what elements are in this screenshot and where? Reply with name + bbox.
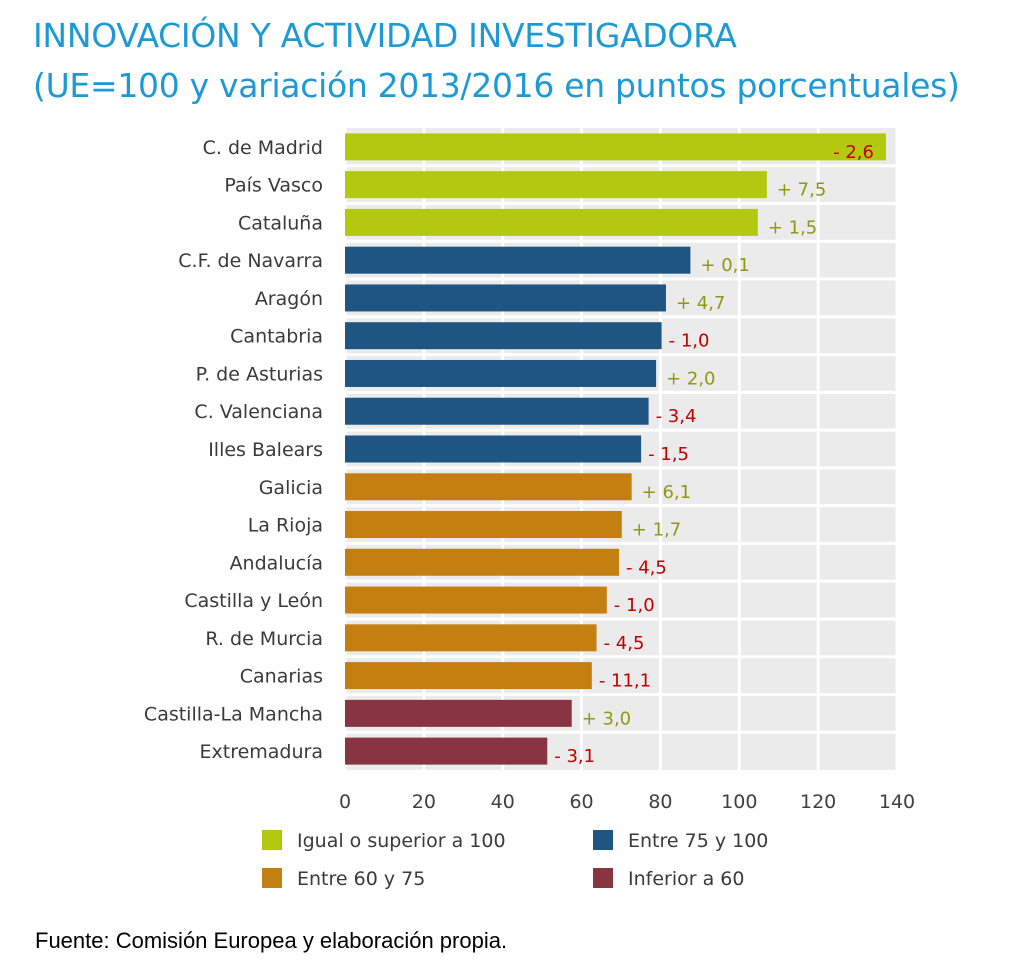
- category-label: Castilla y León: [184, 590, 323, 612]
- bar: [345, 284, 666, 312]
- x-tick-label: 100: [721, 791, 757, 813]
- bar: [345, 586, 607, 614]
- bar: [345, 737, 548, 765]
- bar: [345, 699, 572, 727]
- legend-swatch: [262, 868, 282, 888]
- x-tick-label: 140: [879, 791, 915, 813]
- variation-label: - 3,4: [656, 406, 697, 427]
- category-label: La Rioja: [248, 515, 323, 537]
- variation-label: - 11,1: [599, 671, 651, 692]
- bar: [345, 548, 620, 576]
- legend-swatch: [593, 868, 613, 888]
- bar: [345, 624, 597, 652]
- variation-label: + 0,1: [700, 255, 749, 276]
- x-tick-label: 80: [648, 791, 672, 813]
- category-label: R. de Murcia: [205, 628, 323, 650]
- category-label: C.F. de Navarra: [178, 250, 323, 272]
- variation-label: + 1,5: [768, 217, 817, 238]
- x-tick-label: 120: [800, 791, 836, 813]
- bar: [345, 171, 767, 199]
- variation-label: - 1,0: [614, 595, 655, 616]
- category-label: País Vasco: [224, 175, 323, 197]
- variation-label: - 1,0: [669, 331, 710, 352]
- category-label: Illes Balears: [208, 439, 323, 461]
- category-label: Aragón: [255, 288, 323, 310]
- variation-label: - 2,6: [833, 142, 874, 163]
- chart-title-line2: (UE=100 y variación 2013/2016 en puntos …: [33, 66, 960, 105]
- legend-swatch: [593, 830, 613, 850]
- variation-label: + 2,0: [666, 368, 715, 389]
- bar: [345, 246, 691, 274]
- x-tick-label: 0: [339, 791, 351, 813]
- variation-label: - 3,1: [554, 746, 595, 767]
- variation-label: + 7,5: [777, 180, 826, 201]
- bar: [345, 133, 886, 161]
- variation-label: + 1,7: [632, 520, 681, 541]
- category-label: Galicia: [259, 477, 323, 499]
- x-tick-label: 60: [569, 791, 593, 813]
- bar: [345, 435, 642, 463]
- variation-label: + 3,0: [582, 708, 631, 729]
- legend-label: Entre 75 y 100: [628, 830, 768, 852]
- bar: [345, 511, 622, 539]
- category-label: Andalucía: [230, 552, 323, 574]
- category-label: Canarias: [240, 666, 323, 688]
- bar: [345, 322, 662, 350]
- bar: [345, 473, 632, 501]
- category-label: Castilla-La Mancha: [144, 703, 323, 725]
- legend-label: Igual o superior a 100: [297, 830, 506, 852]
- x-tick-label: 20: [412, 791, 436, 813]
- category-label: C. de Madrid: [203, 137, 323, 159]
- category-label: C. Valenciana: [194, 401, 323, 423]
- legend-label: Inferior a 60: [628, 868, 744, 890]
- legend-swatch: [262, 830, 282, 850]
- variation-label: + 4,7: [676, 293, 725, 314]
- bar: [345, 359, 657, 387]
- variation-label: - 4,5: [626, 557, 667, 578]
- source-note: Fuente: Comisión Europea y elaboración p…: [35, 928, 508, 953]
- variation-label: + 6,1: [642, 482, 691, 503]
- variation-label: - 1,5: [648, 444, 689, 465]
- bar: [345, 397, 649, 425]
- category-label: P. de Asturias: [196, 363, 323, 385]
- bar: [345, 208, 758, 236]
- legend-label: Entre 60 y 75: [297, 868, 425, 890]
- chart-title-line1: INNOVACIÓN Y ACTIVIDAD INVESTIGADORA: [33, 16, 737, 55]
- category-label: Cataluña: [238, 212, 323, 234]
- x-tick-label: 40: [491, 791, 515, 813]
- category-label: Extremadura: [200, 741, 324, 763]
- category-label: Cantabria: [230, 326, 323, 348]
- bar: [345, 662, 592, 690]
- variation-label: - 4,5: [604, 633, 645, 654]
